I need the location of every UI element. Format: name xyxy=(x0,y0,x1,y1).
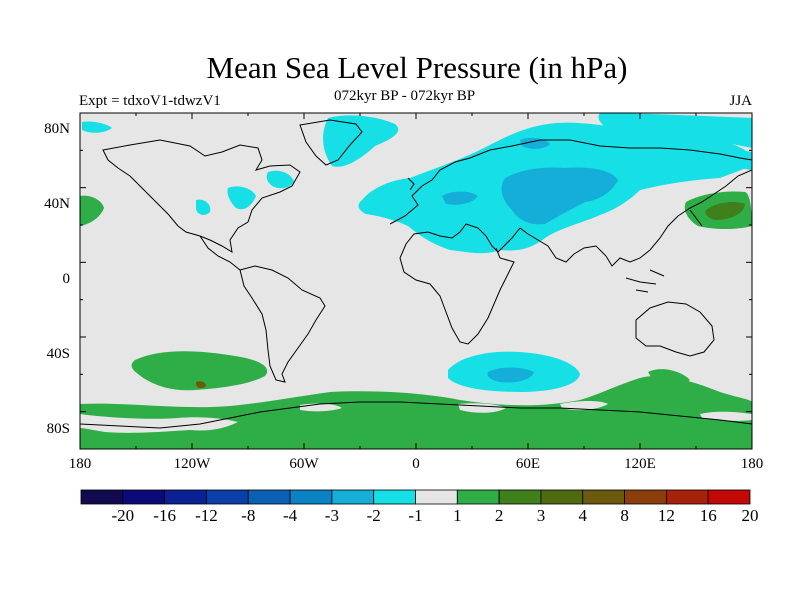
colorbar-label: -12 xyxy=(195,506,218,525)
anomaly-europe-core xyxy=(442,191,478,205)
coast-indonesia xyxy=(625,269,665,293)
period-label: 072kyr BP - 072kyr BP xyxy=(334,88,476,104)
coast-australia xyxy=(635,301,715,357)
colorbar-label: 8 xyxy=(620,506,629,525)
axis-ticks xyxy=(79,112,753,450)
experiment-label: Expt = tdxoV1-tdwzV1 xyxy=(79,93,221,109)
colorbar-swatch xyxy=(665,489,709,505)
colorbar-swatch xyxy=(624,489,667,505)
colorbar-label: -20 xyxy=(111,506,135,525)
lon-tick-label: 60W xyxy=(289,456,319,472)
coast-north-america xyxy=(102,139,301,253)
lon-tick-label: 60E xyxy=(515,456,541,472)
lon-tick-label: 120W xyxy=(173,456,211,472)
coast-africa xyxy=(399,223,515,345)
map-title: Mean Sea Level Pressure (in hPa) xyxy=(206,50,628,85)
coast-japan xyxy=(689,209,703,227)
map-plot-area xyxy=(80,113,752,449)
coast-south-america xyxy=(239,265,326,383)
anomaly-north-america xyxy=(227,186,256,210)
lat-tick-label: 80S xyxy=(46,421,70,437)
colorbar-swatch xyxy=(373,489,416,505)
coast-eurasia xyxy=(389,139,752,225)
anomaly-hudson xyxy=(266,170,294,189)
anomaly-arctic-core xyxy=(520,137,550,149)
coast-uk xyxy=(407,177,415,191)
colorbar-swatch xyxy=(540,489,584,505)
anomaly-south-pacific-core xyxy=(196,381,206,389)
lat-tick-label: 40N xyxy=(44,196,70,212)
anomaly-south-australia xyxy=(648,369,690,387)
coast-central-america xyxy=(199,235,241,271)
anomaly-southern-ocean-band xyxy=(80,375,752,449)
colorbar-swatch xyxy=(80,489,124,505)
anomaly-east-pacific-north xyxy=(80,195,104,226)
anomaly-north-pacific xyxy=(598,113,752,148)
neutral-regions xyxy=(80,401,752,433)
colorbar-swatch xyxy=(415,489,458,505)
colorbar-swatch xyxy=(206,489,249,505)
lon-tick-label: 0 xyxy=(412,456,420,472)
coast-east-asia xyxy=(519,169,752,267)
colorbar-swatch xyxy=(707,489,751,505)
colorbar-swatch xyxy=(289,489,333,505)
colorbar-swatch xyxy=(498,489,542,505)
colorbar-swatch xyxy=(331,489,375,505)
colorbar-label: -16 xyxy=(153,506,176,525)
colorbar-label: -3 xyxy=(324,506,339,525)
colorbar-label: 12 xyxy=(657,506,675,525)
colorbar-label: -4 xyxy=(282,506,298,525)
colorbar-label: 16 xyxy=(699,506,717,525)
anomaly-pacific-core xyxy=(705,202,745,220)
colorbar-label: -2 xyxy=(366,506,381,525)
colorbar-swatch xyxy=(582,489,625,505)
colorbar-label: -1 xyxy=(408,506,423,525)
colorbar-swatch xyxy=(247,489,291,505)
colorbar-swatch xyxy=(164,489,207,505)
anomaly-south-pacific xyxy=(131,351,268,391)
coastlines xyxy=(80,119,752,429)
coast-arabia xyxy=(465,223,521,253)
lon-tick-label: 180 xyxy=(740,456,764,472)
colorbar-swatch xyxy=(456,489,500,505)
season-label: JJA xyxy=(729,93,752,109)
colorbar xyxy=(80,489,751,505)
anomaly-central-asia-core xyxy=(501,167,618,225)
anomaly-southern-core xyxy=(487,367,534,383)
colorbar-label: 20 xyxy=(741,506,759,525)
anomaly-east-us xyxy=(196,199,211,215)
colorbar-label: 3 xyxy=(536,506,546,525)
colorbar-label: 4 xyxy=(578,506,588,525)
colorbar-label: 2 xyxy=(494,506,504,525)
anomaly-north-atlantic-arctic xyxy=(323,115,399,167)
coast-antarctica xyxy=(80,401,752,429)
colorbar-label: -8 xyxy=(241,506,256,525)
colorbar-label: 1 xyxy=(453,506,462,525)
lat-tick-label: 80N xyxy=(44,121,70,137)
lat-tick-label: 40S xyxy=(46,346,70,362)
lon-tick-label: 180 xyxy=(68,456,92,472)
colorbar-swatch xyxy=(122,489,166,505)
lat-tick-label: 0 xyxy=(62,271,71,287)
strong-negative-anomaly-regions xyxy=(442,137,618,383)
lon-tick-label: 120E xyxy=(624,456,656,472)
anomaly-arctic-east xyxy=(700,149,752,170)
strong-positive-anomaly-regions xyxy=(196,202,745,389)
coast-greenland xyxy=(299,119,363,166)
anomaly-arctic-west xyxy=(82,121,112,133)
